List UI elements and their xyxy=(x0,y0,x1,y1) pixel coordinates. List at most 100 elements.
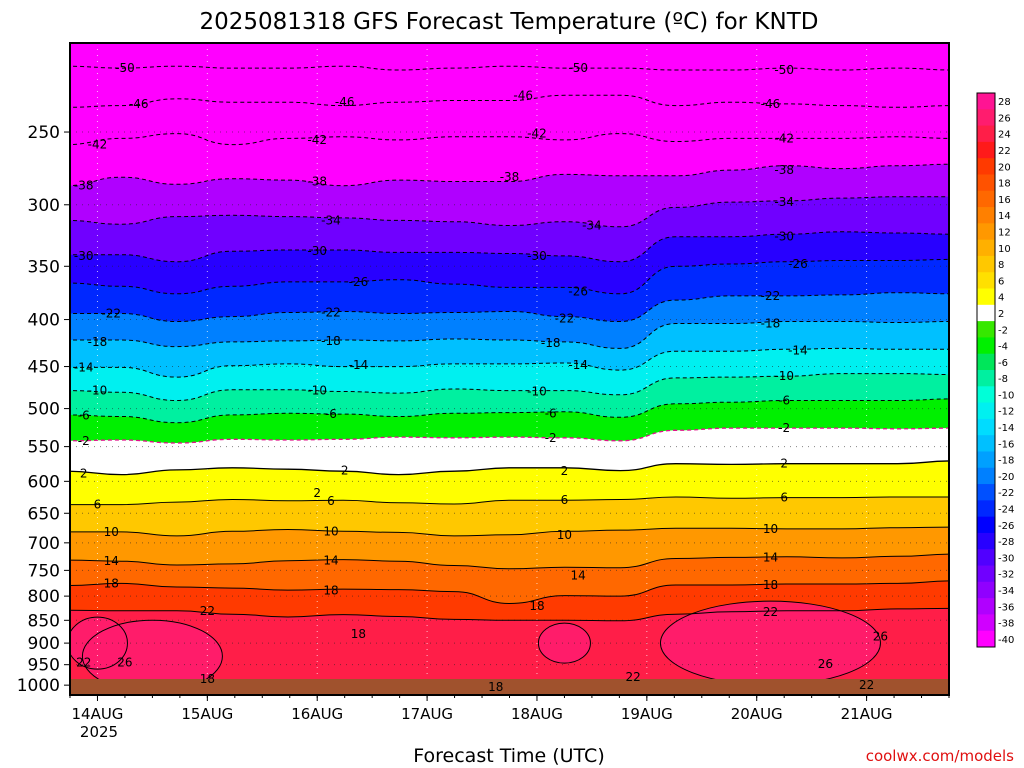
y-tick-label: 900 xyxy=(28,634,60,654)
isotherm-label: 22 xyxy=(625,670,640,684)
colorbar-label: 2 xyxy=(998,309,1004,320)
temperature-field xyxy=(70,43,949,695)
colorbar-swatch xyxy=(977,532,995,550)
colorbar-swatch xyxy=(977,500,995,518)
colorbar-label: -24 xyxy=(998,505,1014,516)
colorbar-swatch xyxy=(977,223,995,241)
colorbar-swatch xyxy=(977,402,995,420)
isotherm-label: -50 xyxy=(568,61,588,75)
colorbar-swatch xyxy=(977,190,995,208)
warm-pocket-2 xyxy=(538,623,591,664)
isotherm-label: -30 xyxy=(527,249,547,263)
colorbar-frame xyxy=(976,92,996,648)
isotherm-label: -10 xyxy=(307,384,327,398)
colorbar-swatch xyxy=(977,125,995,143)
isotherm-label: 22 xyxy=(76,656,91,670)
y-tick-label: 350 xyxy=(28,257,60,277)
isotherm-label: -22 xyxy=(101,307,121,321)
isotherm-label: -38 xyxy=(774,163,794,177)
isotherm-label: -42 xyxy=(527,127,547,141)
colorbar-swatch xyxy=(977,321,995,338)
isotherm--46 xyxy=(70,94,949,108)
colorbar-label: 16 xyxy=(998,195,1011,206)
isotherm-label: 10 xyxy=(763,522,778,536)
isotherm--2 xyxy=(70,427,949,444)
colorbar-label: -6 xyxy=(998,358,1008,369)
colorbar-label: 14 xyxy=(998,211,1011,222)
warm-pocket-3 xyxy=(660,601,881,686)
colorbar-label: -4 xyxy=(998,342,1008,353)
isotherm-label: 2 xyxy=(341,464,349,478)
colorbar-label: -12 xyxy=(998,407,1014,418)
colorbar-swatch xyxy=(977,255,995,273)
isotherm-label: -10 xyxy=(88,384,108,398)
isotherm-label: 6 xyxy=(94,498,102,512)
colorbar-swatch xyxy=(977,467,995,485)
x-tick-label: 14AUG xyxy=(71,705,123,723)
colorbar-swatch xyxy=(977,272,995,290)
colorbar-label: -34 xyxy=(998,586,1014,597)
x-tick-label: 20AUG xyxy=(731,705,783,723)
y-tick-label: 300 xyxy=(28,196,60,216)
isotherm-label: -26 xyxy=(349,275,369,289)
isotherm-label: 14 xyxy=(763,550,778,564)
isotherm-label: -38 xyxy=(74,179,94,193)
isotherm--42 xyxy=(70,133,949,146)
colorbar-label: 12 xyxy=(998,228,1011,239)
colorbar-label: -14 xyxy=(998,423,1014,434)
isotherm-label: 22 xyxy=(200,604,215,618)
colorbar-swatch xyxy=(977,207,995,224)
isotherm-label: 18 xyxy=(763,578,778,592)
isotherm-label: -6 xyxy=(78,409,90,423)
isotherm-label: -2 xyxy=(78,434,90,448)
colorbar-label: -8 xyxy=(998,374,1008,385)
isotherm-label: 18 xyxy=(104,576,119,590)
isotherm-label: 2 xyxy=(561,464,569,478)
isotherm-label: -14 xyxy=(74,360,94,374)
isotherm-label: -26 xyxy=(788,257,808,271)
isotherm-label: 22 xyxy=(859,678,874,692)
isotherm-label: -14 xyxy=(568,358,588,372)
colorbar-label: 8 xyxy=(998,260,1004,271)
colorbar-swatch xyxy=(977,516,995,534)
isotherm-label: -6 xyxy=(545,406,557,420)
isotherm-label: -30 xyxy=(74,249,94,263)
isotherm-label: -18 xyxy=(761,317,781,331)
isotherm-label: 10 xyxy=(557,528,572,542)
isotherm-label: 18 xyxy=(529,599,544,613)
colorbar-swatch xyxy=(977,418,995,436)
isotherm-label: 10 xyxy=(323,524,338,538)
colorbar-label: -16 xyxy=(998,439,1014,450)
isotherm-label: -30 xyxy=(774,230,794,244)
y-tick-label: 500 xyxy=(28,400,60,420)
isotherm-label: 26 xyxy=(818,657,833,671)
colorbar-label: -10 xyxy=(998,390,1014,401)
y-tick-label: 250 xyxy=(28,123,60,143)
colorbar-label: -20 xyxy=(998,472,1014,483)
isotherm-label: 2 xyxy=(313,486,321,500)
isotherm-label: 26 xyxy=(873,629,888,643)
y-axis: 250 300 350 400 450 500 550 600 650 700 750 800 850 9… xyxy=(17,123,70,696)
colorbar-label: 4 xyxy=(998,293,1004,304)
colorbar-label: 20 xyxy=(998,162,1011,173)
isotherm-label: -10 xyxy=(774,369,794,383)
y-tick-label: 850 xyxy=(28,611,60,631)
colorbar-label: 26 xyxy=(998,113,1011,124)
colorbar-label: 6 xyxy=(998,276,1004,287)
colorbar-label: 18 xyxy=(998,179,1011,190)
colorbar-label: -22 xyxy=(998,488,1014,499)
y-tick-label: 1000 xyxy=(17,676,60,696)
colorbar-swatch xyxy=(977,386,995,404)
isotherm-label: 26 xyxy=(117,656,132,670)
isotherm-label: -50 xyxy=(774,63,794,77)
isotherm--6 xyxy=(70,398,949,424)
isotherm-label: 14 xyxy=(104,554,119,568)
isotherm-label: -14 xyxy=(788,343,808,357)
isotherm-label: -10 xyxy=(527,384,547,398)
credit-text: coolwx.com/models xyxy=(866,747,1014,765)
colorbar-swatch xyxy=(977,565,995,583)
colorbar-swatch xyxy=(977,484,995,501)
isotherm-label: -26 xyxy=(568,285,588,299)
isotherm-label: -18 xyxy=(541,336,561,350)
colorbar-label: -28 xyxy=(998,537,1014,548)
